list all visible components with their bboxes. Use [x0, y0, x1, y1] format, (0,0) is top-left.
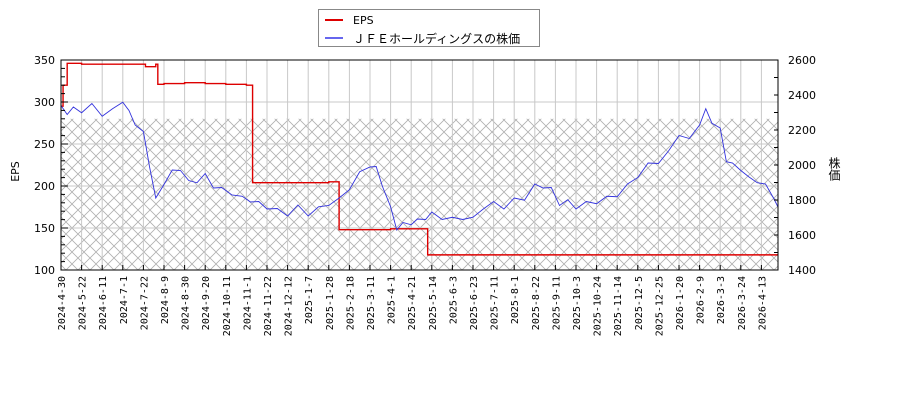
x-tick-label: 2025-6-3 [448, 276, 459, 324]
price-line-swatch-icon [325, 37, 343, 39]
right-tick-label: 1400 [788, 264, 816, 277]
right-tick-label: 2200 [788, 124, 816, 137]
legend-item-stock-price: ＪＦＥホールディングスの株価 [325, 30, 520, 46]
x-tick-label: 2024-5-22 [78, 276, 89, 330]
x-tick-label: 2025-6-23 [469, 276, 480, 330]
legend-label-stock-price: ＪＦＥホールディングスの株価 [353, 31, 521, 46]
legend: EPS ＪＦＥホールディングスの株価 [318, 9, 540, 47]
x-tick-label: 2025-11-14 [613, 276, 624, 336]
x-tick-label: 2025-1-7 [304, 276, 315, 324]
x-tick-label: 2026-3-3 [716, 276, 727, 324]
x-tick-label: 2024-11-1 [242, 276, 253, 330]
x-tick-label: 2024-8-9 [160, 276, 171, 324]
x-tick-label: 2026-4-13 [757, 276, 768, 330]
right-axis: 1400 1600 1800 2000 2200 2400 2600 [774, 54, 816, 277]
x-tick-label: 2025-10-3 [572, 276, 583, 330]
left-tick-label: 250 [34, 138, 55, 151]
x-tick-label: 2025-1-28 [325, 276, 336, 330]
left-tick-label: 300 [34, 96, 55, 109]
left-tick-label: 350 [34, 54, 55, 67]
x-tick-label: 2025-8-1 [510, 276, 521, 324]
x-tick-label: 2024-8-30 [181, 276, 192, 330]
right-tick-label: 2600 [788, 54, 816, 67]
legend-item-eps: EPS [325, 12, 374, 28]
x-tick-label: 2024-4-30 [57, 276, 68, 330]
left-tick-label: 150 [34, 222, 55, 235]
x-tick-label: 2025-2-18 [345, 276, 356, 330]
legend-label-eps: EPS [353, 13, 374, 27]
right-tick-label: 1800 [788, 194, 816, 207]
x-tick-label: 2026-3-24 [737, 276, 748, 330]
x-tick-label: 2024-6-11 [98, 276, 109, 330]
hatched-region [61, 118, 778, 270]
left-tick-label: 100 [34, 264, 55, 277]
left-tick-label: 200 [34, 180, 55, 193]
x-tick-label: 2025-10-24 [593, 276, 604, 336]
x-tick-label: 2026-2-9 [696, 276, 707, 324]
x-tick-label: 2025-4-21 [407, 276, 418, 330]
left-axis: 100 150 200 250 300 350 [34, 54, 68, 277]
grid-lines [60, 59, 778, 271]
x-tick-label: 2024-7-1 [119, 276, 130, 324]
eps-line [61, 62, 778, 256]
x-axis: 2024-4-30 2024-5-22 2024-6-11 2024-7-1 2024-… [57, 265, 768, 336]
left-axis-title: EPS [8, 161, 22, 182]
right-axis-title: 株価 [827, 157, 841, 181]
right-tick-label: 2400 [788, 89, 816, 102]
x-tick-label: 2024-12-12 [284, 276, 295, 336]
stock-price-line [60, 101, 779, 231]
x-tick-label: 2025-3-11 [366, 276, 377, 330]
x-tick-label: 2025-8-22 [531, 276, 542, 330]
x-tick-label: 2024-10-11 [222, 276, 233, 336]
x-tick-label: 2026-1-20 [675, 276, 686, 330]
x-tick-label: 2025-7-11 [490, 276, 501, 330]
x-tick-label: 2024-9-20 [201, 276, 212, 330]
x-tick-label: 2025-5-14 [428, 276, 439, 330]
x-tick-label: 2024-11-22 [263, 276, 274, 336]
x-tick-label: 2024-7-22 [139, 276, 150, 330]
x-tick-label: 2025-12-25 [654, 276, 665, 336]
x-tick-label: 2025-4-1 [387, 276, 398, 324]
eps-line-swatch-icon [325, 19, 343, 21]
series-layer [60, 62, 779, 256]
x-tick-label: 2025-9-11 [551, 276, 562, 330]
x-tick-label: 2025-12-5 [634, 276, 645, 330]
right-tick-label: 1600 [788, 229, 816, 242]
right-tick-label: 2000 [788, 159, 816, 172]
